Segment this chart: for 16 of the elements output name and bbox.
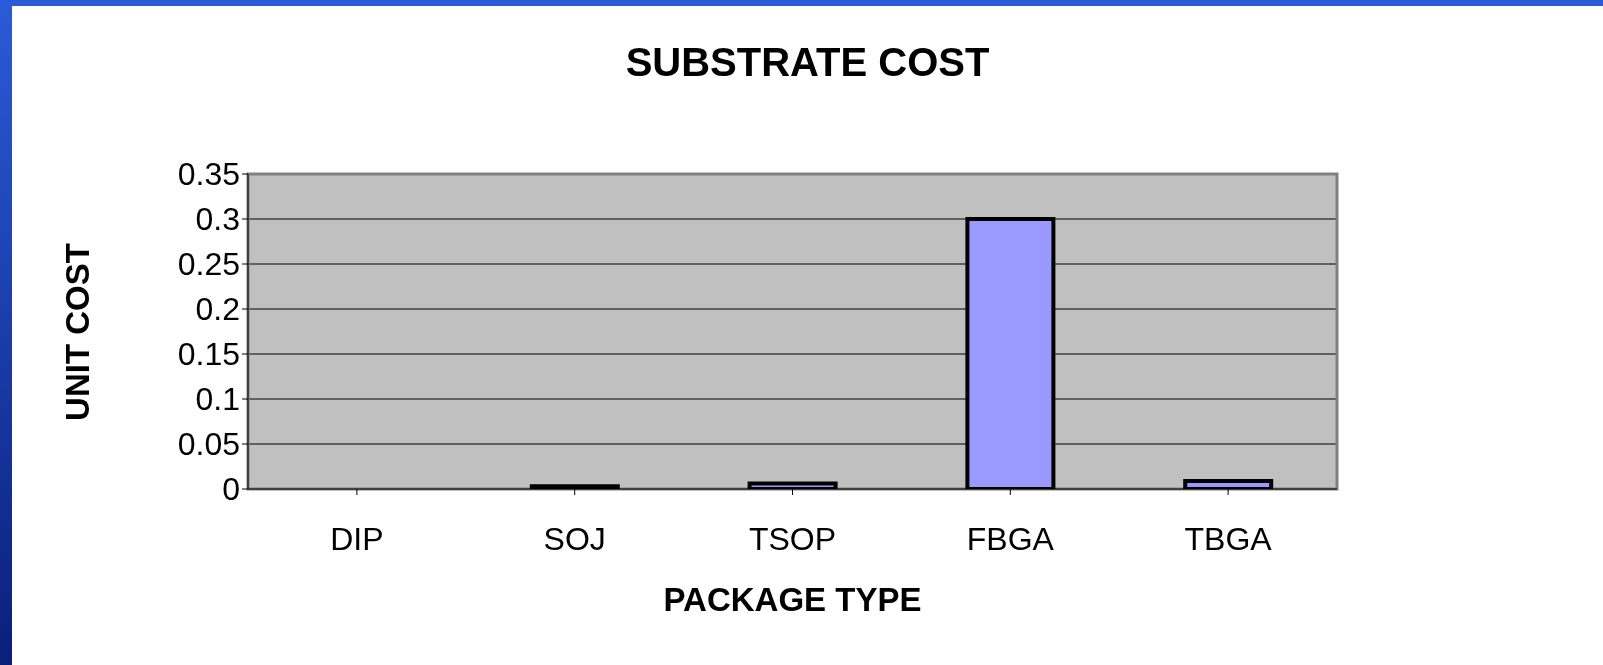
x-axis-title: PACKAGE TYPE [662,581,923,619]
y-tick-label: 0.15 [177,336,240,373]
y-tick-label: 0.25 [177,246,240,283]
x-tick-label: SOJ [543,520,606,557]
y-tick-label: 0.3 [195,201,240,238]
x-tick-label: TSOP [748,520,837,557]
y-tick-label: 0.35 [177,156,240,193]
y-tick-label: 0.2 [195,291,240,328]
chart-title: SUBSTRATE COST [624,40,991,85]
y-tick-label: 0 [222,471,240,508]
x-tick-label: FBGA [966,520,1055,557]
y-tick-label: 0.05 [177,426,240,463]
x-tick-label: TBGA [1184,520,1273,557]
y-axis-title: UNIT COST [59,242,97,421]
y-tick-label: 0.1 [195,381,240,418]
x-tick-label: DIP [330,520,384,557]
